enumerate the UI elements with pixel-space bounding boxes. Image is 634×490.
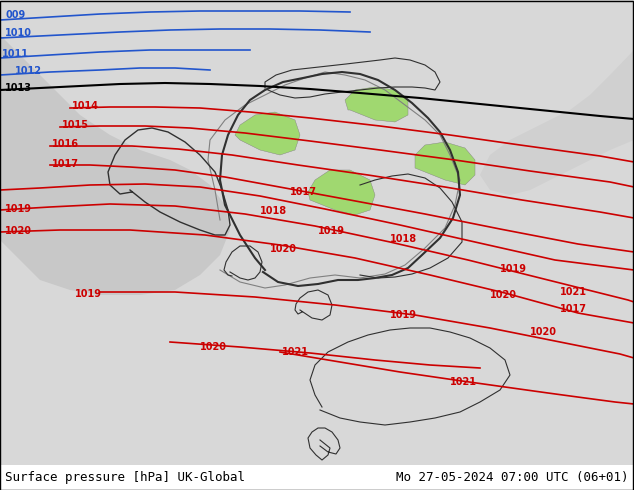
Text: 1020: 1020	[490, 290, 517, 300]
Text: 1019: 1019	[75, 289, 102, 299]
Text: 1017: 1017	[290, 187, 317, 197]
Polygon shape	[308, 170, 375, 215]
Text: 1021: 1021	[282, 347, 309, 357]
Text: 1020: 1020	[200, 342, 227, 352]
Text: 1019: 1019	[390, 310, 417, 320]
Text: 1017: 1017	[52, 159, 79, 169]
Text: 1021: 1021	[560, 287, 587, 297]
Polygon shape	[0, 0, 230, 295]
Text: 1019: 1019	[318, 226, 345, 236]
Text: 1012: 1012	[15, 66, 42, 76]
Text: 009: 009	[5, 10, 25, 20]
Polygon shape	[235, 112, 300, 155]
Text: 1017: 1017	[560, 304, 587, 314]
Polygon shape	[345, 87, 408, 122]
Polygon shape	[480, 0, 634, 195]
Text: 1018: 1018	[260, 206, 287, 216]
Text: 1016: 1016	[52, 139, 79, 149]
Text: 1011: 1011	[2, 49, 29, 59]
Text: 1010: 1010	[5, 28, 32, 38]
Text: 1020: 1020	[270, 244, 297, 254]
Text: 1020: 1020	[5, 226, 32, 236]
Polygon shape	[415, 142, 475, 185]
Text: 1015: 1015	[62, 120, 89, 130]
Text: 1020: 1020	[530, 327, 557, 337]
Text: 1014: 1014	[72, 101, 99, 111]
Text: 1019: 1019	[500, 264, 527, 274]
Text: 1018: 1018	[390, 234, 417, 244]
Text: Mo 27-05-2024 07:00 UTC (06+01): Mo 27-05-2024 07:00 UTC (06+01)	[396, 471, 629, 485]
Text: 1013: 1013	[5, 83, 32, 93]
Text: 1019: 1019	[5, 204, 32, 214]
Text: Surface pressure [hPa] UK-Global: Surface pressure [hPa] UK-Global	[5, 471, 245, 485]
Text: 1021: 1021	[450, 377, 477, 387]
Bar	[0, 465, 634, 490]
